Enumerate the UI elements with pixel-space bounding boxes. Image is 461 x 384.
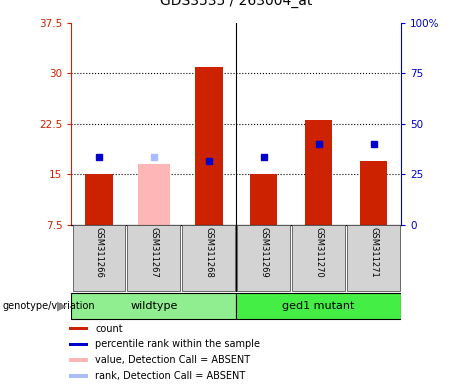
Text: count: count bbox=[95, 324, 123, 334]
Bar bbox=[305, 121, 332, 225]
Text: value, Detection Call = ABSENT: value, Detection Call = ABSENT bbox=[95, 355, 250, 365]
Text: rank, Detection Call = ABSENT: rank, Detection Call = ABSENT bbox=[95, 371, 246, 381]
Text: GSM311267: GSM311267 bbox=[149, 227, 159, 278]
Text: GSM311270: GSM311270 bbox=[314, 227, 323, 277]
Bar bbox=[69, 343, 89, 346]
Text: genotype/variation: genotype/variation bbox=[2, 301, 95, 311]
Text: ged1 mutant: ged1 mutant bbox=[283, 301, 355, 311]
Bar bbox=[69, 374, 89, 378]
Text: GSM311269: GSM311269 bbox=[259, 227, 268, 277]
Text: GSM311266: GSM311266 bbox=[95, 227, 103, 278]
Text: wildtype: wildtype bbox=[130, 301, 177, 311]
Text: GSM311271: GSM311271 bbox=[369, 227, 378, 277]
Bar bbox=[85, 174, 112, 225]
Bar bbox=[236, 293, 401, 319]
Bar bbox=[237, 225, 290, 291]
Text: ▶: ▶ bbox=[57, 300, 67, 313]
Text: GDS3535 / 263004_at: GDS3535 / 263004_at bbox=[160, 0, 313, 8]
Text: percentile rank within the sample: percentile rank within the sample bbox=[95, 339, 260, 349]
Text: GSM311268: GSM311268 bbox=[204, 227, 213, 278]
Bar bbox=[195, 67, 223, 225]
Bar bbox=[250, 174, 278, 225]
Bar bbox=[71, 293, 236, 319]
Bar bbox=[128, 225, 180, 291]
Bar bbox=[347, 225, 400, 291]
Bar bbox=[183, 225, 235, 291]
Bar bbox=[69, 359, 89, 362]
Bar bbox=[360, 161, 387, 225]
Bar bbox=[292, 225, 345, 291]
Bar bbox=[72, 225, 125, 291]
Bar bbox=[138, 164, 170, 225]
Bar bbox=[69, 327, 89, 330]
